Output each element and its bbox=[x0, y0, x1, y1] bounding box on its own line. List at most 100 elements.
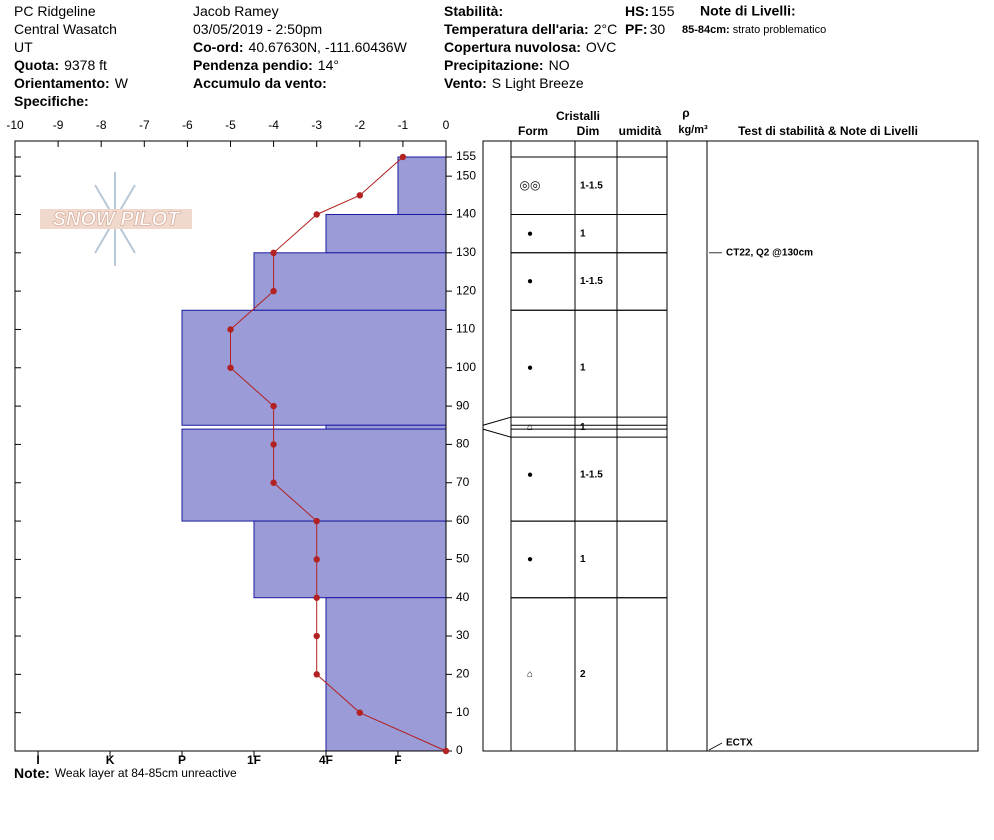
grain-size: 1 bbox=[580, 422, 586, 433]
y-tick-label: 130 bbox=[456, 245, 476, 259]
y-tick-label: 110 bbox=[456, 322, 475, 336]
y-tick-label: 0 bbox=[456, 743, 463, 757]
logo-band bbox=[40, 209, 192, 229]
header-field: Orientamento: W bbox=[14, 75, 129, 91]
temperature-point bbox=[227, 326, 234, 333]
x-tick-label: -5 bbox=[225, 118, 236, 132]
table-header: ρ bbox=[682, 106, 689, 120]
logo-text: SNOW PILOT bbox=[53, 208, 181, 230]
field-value: 155 bbox=[651, 3, 675, 19]
field-value: 03/05/2019 - 2:50pm bbox=[193, 21, 322, 37]
y-tick-label: 120 bbox=[456, 283, 476, 297]
footer-note: Note: Weak layer at 84-85cm unreactive bbox=[14, 765, 237, 781]
temperature-point bbox=[270, 287, 277, 295]
x-tick-label: 0 bbox=[443, 118, 450, 132]
header-field: Copertura nuvolosa: OVC bbox=[444, 39, 616, 55]
header-field: Stabilità: bbox=[444, 3, 503, 19]
hardness-bar bbox=[181, 428, 447, 522]
header-field: PF: 30 bbox=[625, 21, 665, 37]
grain-form: ● bbox=[527, 470, 533, 481]
field-value: PC Ridgeline bbox=[14, 3, 96, 19]
y-tick-label: 60 bbox=[456, 513, 470, 527]
hardness-bar bbox=[325, 424, 447, 430]
note-label: Note: bbox=[14, 765, 50, 781]
table-frame bbox=[482, 140, 979, 752]
table-header: Cristalli bbox=[556, 109, 600, 123]
field-value: 14° bbox=[318, 57, 339, 73]
hardness-tick-label: F bbox=[394, 753, 401, 767]
temperature-point bbox=[227, 364, 234, 371]
grain-form: ◎◎ bbox=[520, 178, 541, 192]
y-tick-label: 155 bbox=[456, 149, 476, 163]
layer-connector bbox=[482, 416, 512, 426]
y-tick-label: 10 bbox=[456, 705, 470, 719]
temperature-point bbox=[270, 479, 277, 486]
field-label: Copertura nuvolosa: bbox=[444, 39, 581, 55]
field-label: Vento: bbox=[444, 75, 487, 91]
x-tick-label: -7 bbox=[139, 118, 150, 132]
x-tick-label: -2 bbox=[354, 118, 365, 132]
temperature-point bbox=[313, 594, 320, 601]
x-tick-label: -4 bbox=[268, 118, 279, 132]
field-label: Stabilità: bbox=[444, 3, 503, 19]
hardness-bar bbox=[325, 213, 447, 254]
hardness-bar bbox=[253, 520, 447, 599]
table-header: Test di stabilità & Note di Livelli bbox=[738, 124, 918, 138]
test-label: CT22, Q2 @130cm bbox=[726, 247, 813, 258]
x-tick-label: -1 bbox=[398, 118, 409, 132]
header-field: Precipitazione: NO bbox=[444, 57, 570, 73]
header-field: HS: 155 bbox=[625, 3, 675, 19]
temperature-point bbox=[313, 517, 320, 525]
field-value: NO bbox=[549, 57, 570, 73]
temperature-point bbox=[313, 671, 320, 678]
y-tick-label: 40 bbox=[456, 590, 470, 604]
temperature-point bbox=[270, 249, 277, 257]
header-field: UT bbox=[14, 39, 33, 55]
grain-size: 1-1.5 bbox=[580, 180, 603, 191]
note-value: Weak layer at 84-85cm unreactive bbox=[55, 766, 237, 780]
field-value: UT bbox=[14, 39, 33, 55]
temperature-point bbox=[270, 441, 277, 448]
hardness-bar bbox=[253, 252, 447, 311]
field-label: Quota: bbox=[14, 57, 59, 73]
x-tick-label: -10 bbox=[6, 118, 24, 132]
grain-size: 1 bbox=[580, 362, 586, 373]
hardness-tick-label: 4F bbox=[319, 753, 333, 767]
field-label: Precipitazione: bbox=[444, 57, 544, 73]
field-value: 40.67630N, -111.60436W bbox=[249, 39, 408, 55]
temperature-point bbox=[399, 153, 407, 161]
header-field: Temperatura dell'aria: 2°C bbox=[444, 21, 617, 37]
header-field: 03/05/2019 - 2:50pm bbox=[193, 21, 322, 37]
field-label: HS: bbox=[625, 3, 649, 19]
y-tick-label: 90 bbox=[456, 398, 470, 412]
y-tick-label: 140 bbox=[456, 207, 476, 221]
header-field: Accumulo da vento: bbox=[193, 75, 327, 91]
header-field: Quota: 9378 ft bbox=[14, 57, 107, 73]
field-label: Accumulo da vento: bbox=[193, 75, 327, 91]
grain-form: ● bbox=[527, 228, 533, 239]
field-value: 2°C bbox=[594, 21, 618, 37]
table-header: umidità bbox=[619, 124, 662, 138]
layer-note: 85-84cm: strato problematico bbox=[682, 24, 826, 36]
field-label: Specifiche: bbox=[14, 93, 89, 109]
temperature-point bbox=[313, 211, 320, 218]
field-label: PF: bbox=[625, 21, 648, 37]
hardness-bar bbox=[325, 597, 447, 752]
grain-size: 1-1.5 bbox=[580, 276, 603, 287]
header-field: Vento: S Light Breeze bbox=[444, 75, 584, 91]
test-arrow bbox=[708, 742, 723, 751]
grain-form: ● bbox=[527, 276, 533, 287]
layer-notes-title: Note di Livelli: bbox=[700, 3, 796, 19]
temperature-point bbox=[356, 709, 363, 716]
temperature-point bbox=[313, 632, 320, 640]
y-tick-label: 20 bbox=[456, 667, 470, 681]
temperature-point bbox=[356, 192, 363, 199]
field-value: W bbox=[115, 75, 129, 91]
hardness-tick-label: P bbox=[178, 753, 186, 767]
header-field: PC Ridgeline bbox=[14, 3, 96, 19]
x-tick-label: -3 bbox=[311, 118, 322, 132]
field-value: OVC bbox=[586, 39, 616, 55]
field-value: Central Wasatch bbox=[14, 21, 117, 37]
temperature-point bbox=[442, 747, 450, 755]
